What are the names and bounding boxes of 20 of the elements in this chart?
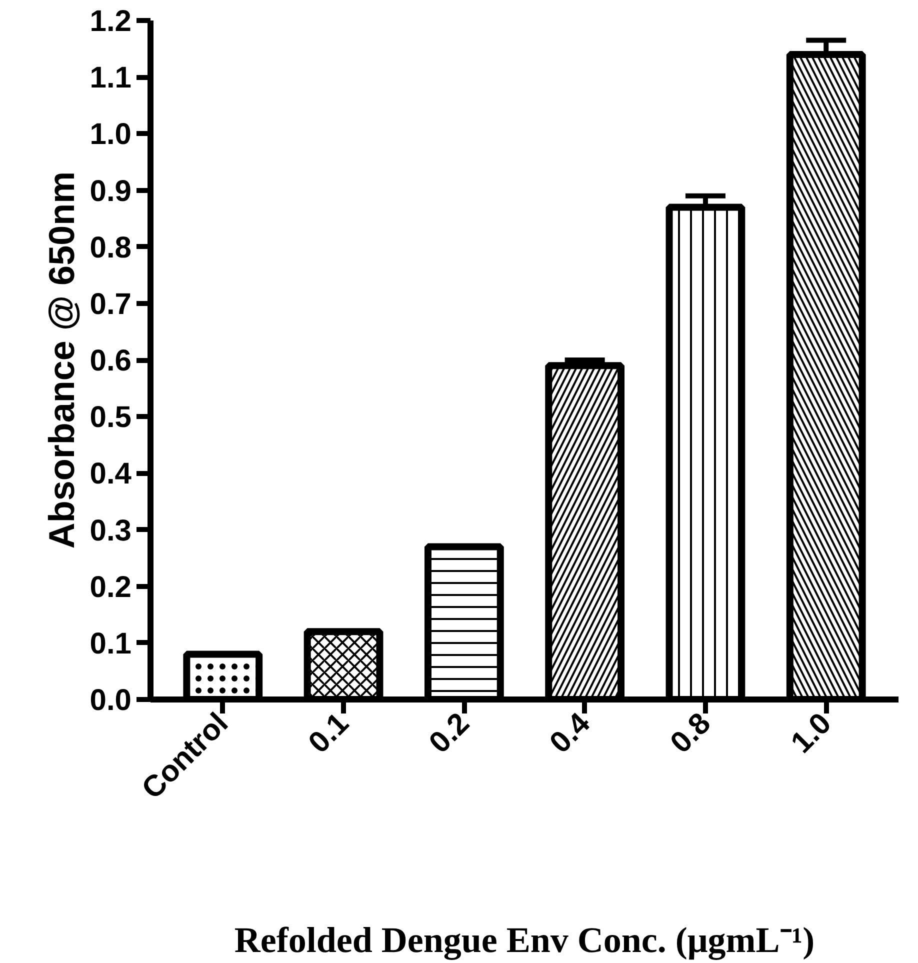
y-tick-label: 0.3 [90,514,132,548]
y-tick-label: 0.7 [90,288,132,321]
y-tick-label: 0.1 [90,627,132,660]
y-tick-label: 0.0 [90,684,132,717]
x-axis-title: Refolded Dengue Env Conc. (μgmL⁻¹) [234,920,815,960]
y-tick-label: 1.0 [90,118,132,152]
y-tick-label: 0.8 [90,231,132,264]
y-tick-label: 0.4 [90,458,132,491]
x-tick-label: 0.1 [302,706,356,760]
y-tick-label: 1.2 [90,5,132,38]
x-tick-label: 0.4 [544,706,597,760]
x-tick-label: 0.2 [423,706,476,760]
y-axis-title: Absorbance @ 650nm [40,171,82,549]
y-tick-label: 0.5 [90,401,132,434]
y-tick-label: 1.1 [90,62,132,95]
y-tick-label: 0.9 [90,174,132,208]
x-tick-label: 0.8 [664,706,718,760]
y-tick-label: 0.2 [90,570,132,604]
x-tick-label: 1.0 [784,706,838,760]
y-tick-label: 0.6 [90,344,132,378]
